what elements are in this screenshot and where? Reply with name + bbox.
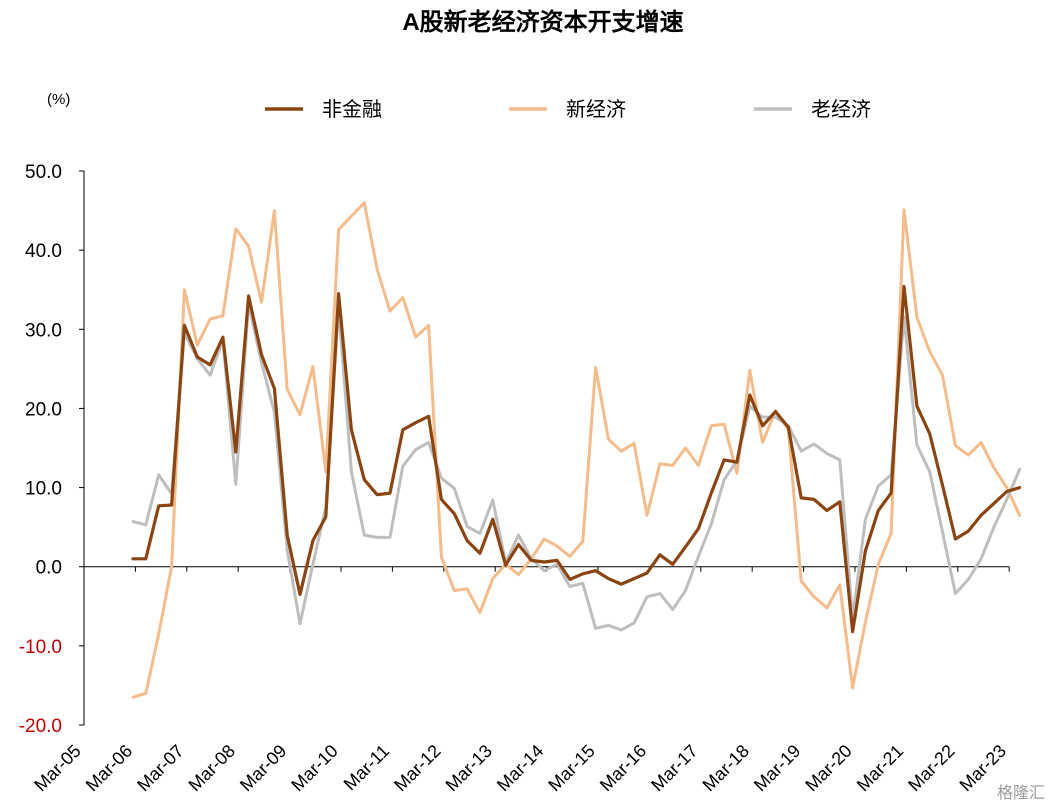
x-tick-label: Mar-13 (442, 741, 496, 795)
x-tick-label: Mar-18 (699, 741, 753, 795)
y-tick-label: 20.0 (25, 399, 62, 420)
watermark-text: 格隆汇 (997, 784, 1045, 802)
x-tick-label: Mar-05 (30, 741, 84, 795)
x-tick-label: Mar-21 (853, 741, 907, 795)
legend-label-old-economy: 老经济 (811, 98, 871, 121)
series-line-new-economy (131, 201, 1022, 699)
x-tick-label: Mar-07 (133, 741, 187, 795)
x-tick-label: Mar-17 (647, 741, 701, 795)
legend-label-non-financial: 非金融 (322, 98, 382, 121)
x-tick-label: Mar-09 (236, 741, 290, 795)
x-tick-label: Mar-06 (82, 741, 136, 795)
x-tick-label: Mar-10 (287, 741, 341, 795)
y-tick-label: -20.0 (19, 716, 62, 737)
unit-label: (%) (47, 91, 70, 108)
x-tick-label: Mar-12 (390, 741, 444, 795)
y-tick-label: 10.0 (25, 479, 62, 500)
x-tick-label: Mar-19 (750, 741, 804, 795)
legend-item-non-financial: 非金融 (265, 98, 382, 121)
y-tick-label: 50.0 (25, 162, 62, 183)
y-axis: 50.0 40.0 30.0 20.0 10.0 0.0 -10.0 -20.0 (19, 162, 85, 737)
series-line-non-financial (131, 284, 1022, 634)
legend-label-new-economy: 新经济 (566, 98, 626, 121)
chart-title: A股新老经济资本开支增速 (402, 8, 683, 36)
legend-item-new-economy: 新经济 (509, 98, 626, 121)
y-tick-label: 40.0 (25, 241, 62, 262)
x-tick-label: Mar-14 (493, 741, 547, 795)
x-axis: Mar-05Mar-06Mar-07Mar-08Mar-09Mar-10Mar-… (30, 566, 1010, 795)
y-tick-label: 30.0 (25, 320, 62, 341)
y-tick-label: 0.0 (36, 558, 62, 579)
x-tick-label: Mar-11 (340, 741, 394, 795)
x-tick-label: Mar-15 (544, 741, 598, 795)
y-tick-label: -10.0 (19, 637, 62, 658)
x-tick-label: Mar-20 (801, 741, 855, 795)
x-tick-label: Mar-16 (596, 741, 650, 795)
series-line-old-economy (131, 302, 1022, 632)
legend-item-old-economy: 老经济 (754, 98, 871, 121)
x-tick-label: Mar-08 (185, 741, 239, 795)
x-tick-label: Mar-22 (904, 741, 958, 795)
legend: 非金融 新经济 老经济 (265, 98, 871, 121)
series-layer (131, 201, 1022, 699)
